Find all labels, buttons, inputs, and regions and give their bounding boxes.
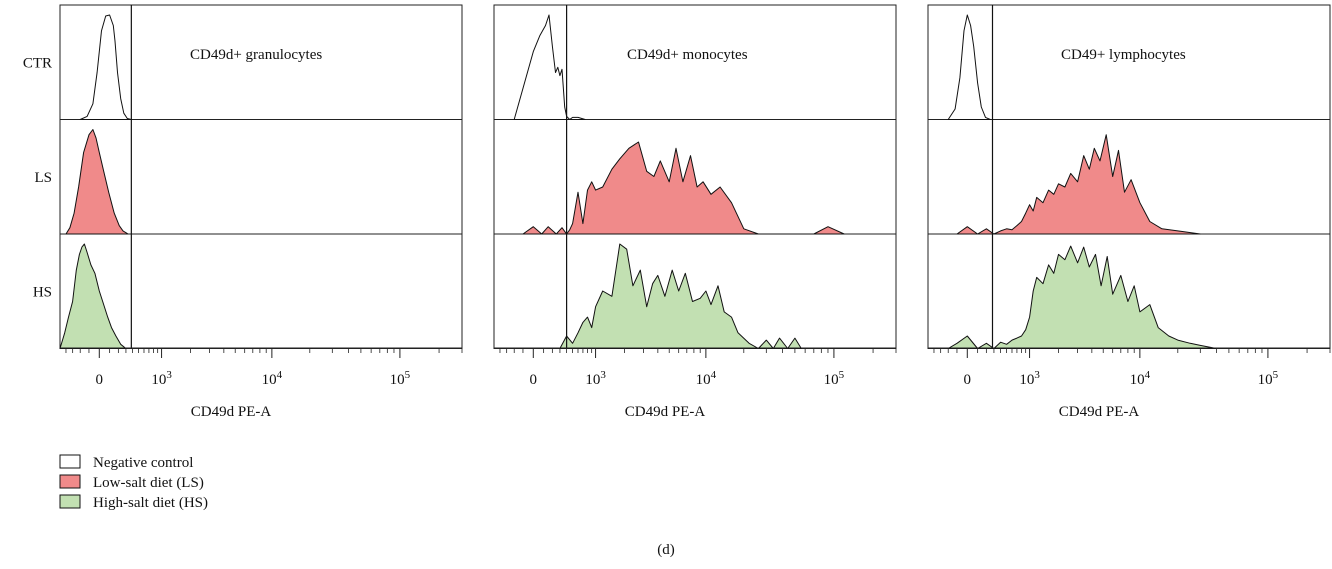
legend-label: Negative control: [93, 455, 193, 471]
x-tick-label: 105: [824, 369, 845, 388]
legend-label: High-salt diet (HS): [93, 495, 208, 511]
x-tick-label: 103: [585, 369, 606, 388]
histogram-ls: [956, 134, 1201, 235]
histogram-ctr: [513, 14, 586, 120]
row-label-hs: HS: [33, 284, 52, 300]
x-axis-title: CD49d PE-A: [625, 404, 706, 420]
x-axis-title: CD49d PE-A: [191, 404, 272, 420]
legend-swatch: [59, 454, 81, 469]
x-tick-label: 105: [1258, 369, 1279, 388]
legend-item: High-salt diet (HS): [59, 494, 208, 511]
row-label-ctr: CTR: [23, 55, 52, 71]
x-tick-label: 104: [262, 369, 283, 388]
row-frame-ls: [59, 119, 463, 235]
panel-title: CD49d+ granulocytes: [190, 47, 322, 63]
histogram-hs: [59, 243, 127, 349]
histogram-hs: [559, 243, 802, 349]
histogram-ctr: [79, 14, 132, 120]
histogram-ctr: [947, 14, 991, 120]
row-label-ls: LS: [34, 170, 52, 186]
x-tick-label: 104: [696, 369, 717, 388]
panel-2: CD49d+ monocytes 0 103 104 105 CD49d PE-A: [493, 4, 897, 420]
panel-3: CD49+ lymphocytes 0 103 104 105 CD49d PE-A: [927, 4, 1331, 420]
figure-label: (d): [657, 542, 675, 558]
histogram-hs: [947, 245, 1217, 349]
row-frame-hs: [59, 233, 463, 349]
histogram-ls: [65, 129, 129, 235]
x-tick-label: 0: [530, 372, 538, 388]
legend: Negative control Low-salt diet (LS) High-s…: [59, 454, 208, 511]
legend-item: Low-salt diet (LS): [59, 474, 204, 491]
x-tick-label: 105: [390, 369, 411, 388]
legend-label: Low-salt diet (LS): [93, 475, 204, 491]
x-tick-label: 0: [96, 372, 104, 388]
legend-item: Negative control: [59, 454, 193, 471]
x-tick-label: 103: [151, 369, 172, 388]
x-axis-title: CD49d PE-A: [1059, 404, 1140, 420]
legend-swatch: [59, 474, 81, 489]
panel-1: CTR LS HS CD49d+ granulocytes 0 103 104 105 CD49…: [23, 4, 463, 420]
histogram-ls: [522, 141, 845, 235]
x-tick-label: 104: [1130, 369, 1151, 388]
panel-title: CD49d+ monocytes: [627, 47, 748, 63]
panel-title: CD49+ lymphocytes: [1061, 47, 1186, 63]
x-tick-label: 103: [1019, 369, 1040, 388]
legend-swatch: [59, 494, 81, 509]
x-tick-label: 0: [964, 372, 972, 388]
